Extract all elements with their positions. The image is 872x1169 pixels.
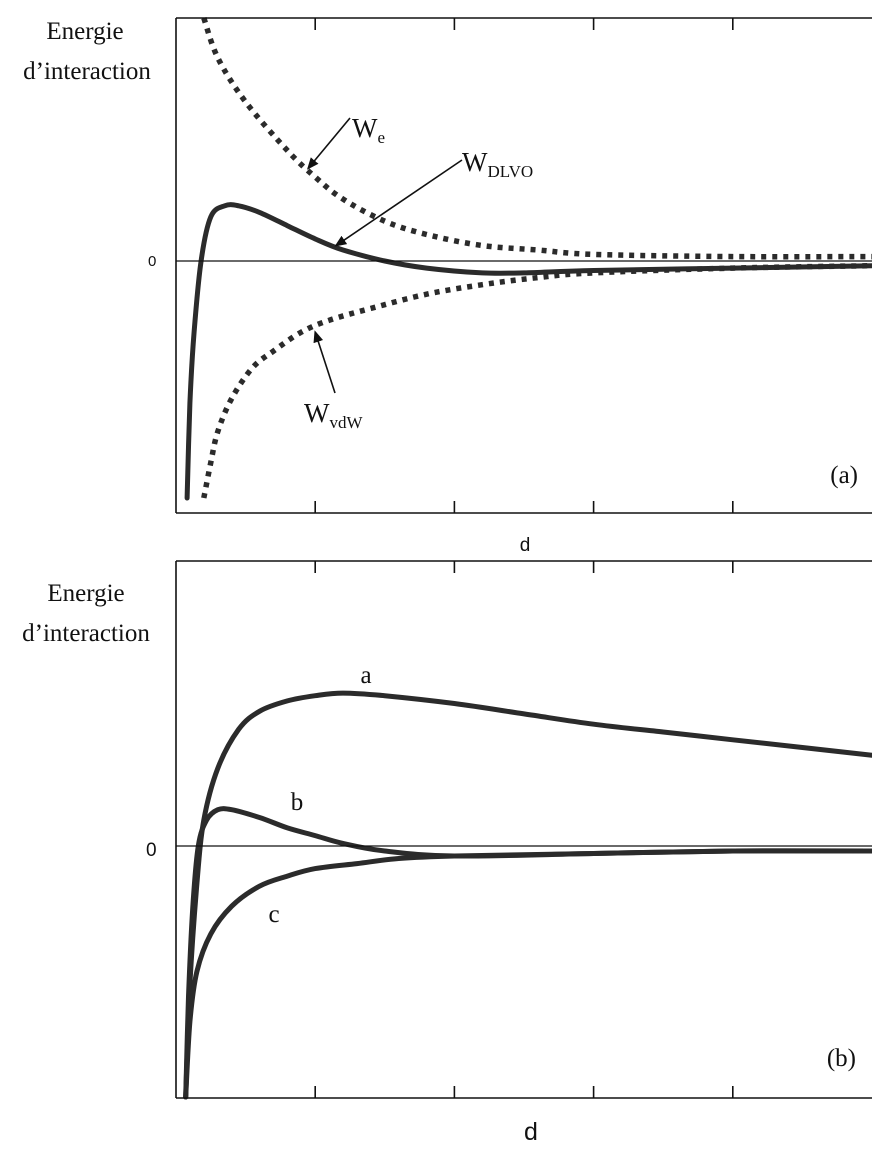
we-label: We <box>352 113 385 147</box>
series-wdlvo-line <box>184 202 872 501</box>
wvdw-label-sub: vdW <box>329 413 363 432</box>
panel-b-frame <box>175 560 872 1099</box>
panel-b-curves <box>183 690 872 1100</box>
we-label-sub: e <box>377 128 385 147</box>
arrow-we <box>306 117 351 170</box>
panel-a-y-tick-0: 0 <box>148 253 156 270</box>
curve-c-label: c <box>268 901 279 928</box>
wvdw-label: WvdW <box>304 398 363 432</box>
curve-b-label: b <box>291 789 304 816</box>
panel-a-panel-label: (a) <box>830 462 858 489</box>
series-c-line <box>183 848 872 1100</box>
panel-a-frame <box>175 17 872 514</box>
wvdw-label-main: W <box>304 398 330 428</box>
curve-a-label: a <box>360 662 371 689</box>
wdlvo-label: WDLVO <box>462 147 533 181</box>
panel-a-ticks <box>314 18 734 513</box>
wdlvo-label-sub: DLVO <box>487 162 533 181</box>
panel-b-xlabel: d <box>524 1118 538 1146</box>
series-we-line <box>201 17 872 260</box>
panel-b-panel-label: (b) <box>827 1045 856 1072</box>
panel-a-ylabel-line1: Energie <box>46 18 123 45</box>
panel-a-curves <box>184 17 872 501</box>
panel-a-ylabel-line2: d’interaction <box>23 58 151 85</box>
panel-b: 0 Energie d’interaction d (b) a b c <box>22 560 872 1146</box>
panel-b-ticks <box>314 561 734 1098</box>
wdlvo-label-main: W <box>462 147 488 177</box>
panel-b-ylabel-line2: d’interaction <box>22 620 150 647</box>
arrow-wvdw <box>313 330 336 394</box>
panel-a-xlabel: d <box>520 535 531 556</box>
series-a-line <box>183 690 872 1100</box>
we-label-main: W <box>352 113 378 143</box>
panel-a: 0 Energie d’interaction d (a) We WDLVO W… <box>23 17 872 556</box>
panel-b-y-tick-0: 0 <box>146 840 157 861</box>
panel-b-ylabel-line1: Energie <box>47 580 124 607</box>
arrow-wdlvo <box>334 159 463 247</box>
panel-a-annotations: We WDLVO WvdW <box>304 113 533 432</box>
series-wvdw-line <box>201 262 872 499</box>
